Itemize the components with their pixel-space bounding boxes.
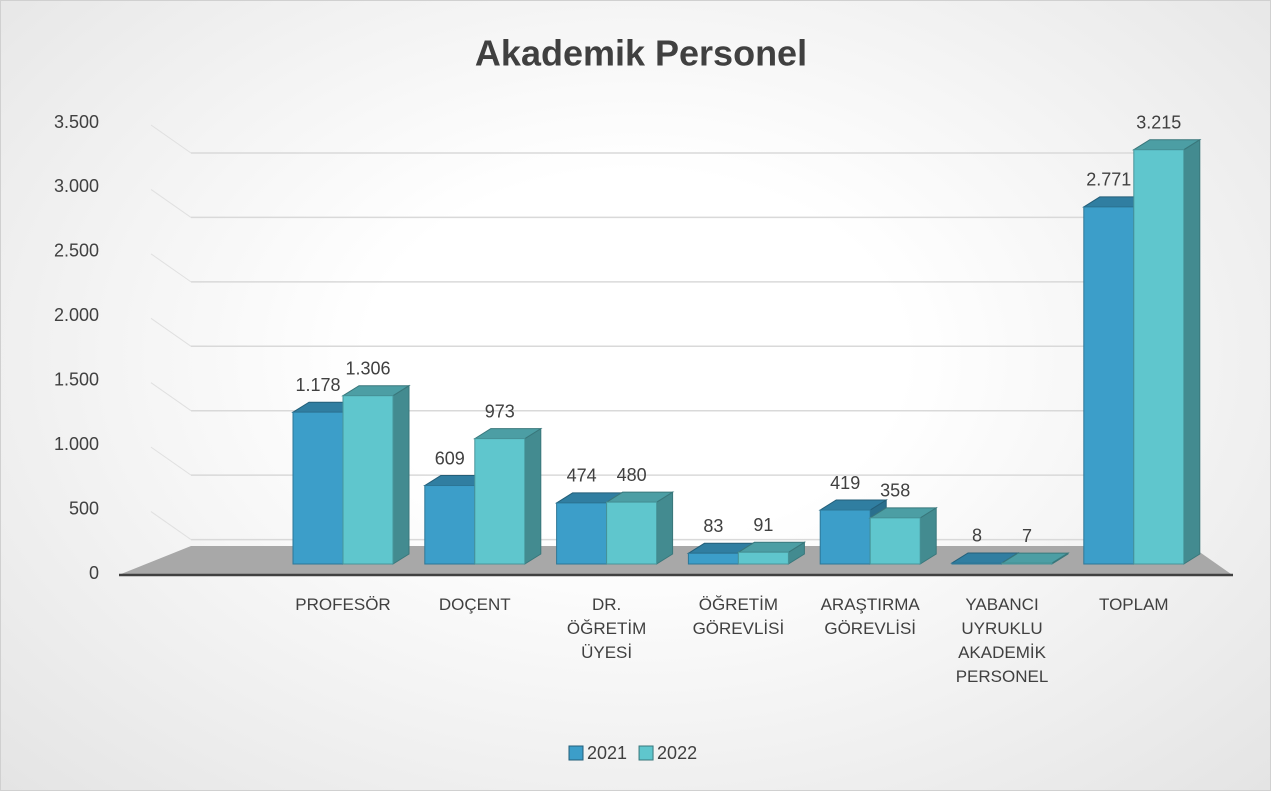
x-tick-label: YABANCI UYRUKLU AKADEMİK PERSONEL [955,595,1049,686]
bar [737,551,789,565]
bar [474,438,526,565]
grid-connector [150,253,192,283]
value-label: 7 [1022,526,1032,546]
value-label: 1.178 [295,375,340,395]
grid-connector [150,382,192,412]
x-tick-label: TOPLAM [1099,595,1169,614]
bar-side [524,427,542,565]
bar [556,502,608,565]
floor [121,546,1231,574]
y-tick-label: 0 [89,563,99,583]
y-tick-label: 500 [69,498,99,518]
legend-swatch [568,745,584,761]
grid-connector [150,446,192,476]
value-label: 609 [435,448,465,468]
y-tick-label: 3.000 [54,176,99,196]
x-tick-label: ARAŞTIRMA GÖREVLİSİ [820,595,920,638]
legend-label: 2021 [587,743,627,763]
bar [424,485,476,565]
y-tick-label: 3.500 [54,112,99,132]
bar [342,395,394,565]
bar [292,411,344,565]
grid-connector [150,317,192,347]
legend-swatch [638,745,654,761]
x-tick-label: ÖĞRETİM GÖREVLİSİ [692,595,785,638]
bar [1083,206,1135,565]
x-tick-label: DR. ÖĞRETİM ÜYESİ [566,595,647,662]
chart-title: Akademik Personel [475,33,807,74]
bar [687,552,739,565]
legend-label: 2022 [657,743,697,763]
y-tick-label: 2.000 [54,305,99,325]
value-label: 474 [567,466,597,486]
grid-connector [150,124,192,154]
value-label: 973 [485,401,515,421]
bar-side [392,384,410,565]
bar [819,509,871,565]
bar [606,501,658,565]
bar-side [656,491,674,565]
x-tick-label: DOÇENT [438,595,511,614]
value-label: 358 [880,481,910,501]
value-label: 91 [753,515,773,535]
value-label: 480 [617,465,647,485]
grid-connector [150,511,192,540]
bar [1133,149,1185,565]
x-tick-label: PROFESÖR [295,595,391,614]
y-tick-label: 1.500 [54,369,99,389]
y-tick-label: 1.000 [54,434,99,454]
value-label: 419 [830,473,860,493]
bar-side [1183,138,1201,565]
value-label: 3.215 [1136,112,1181,132]
bar [1001,562,1053,565]
value-label: 8 [972,526,982,546]
bar [869,517,921,565]
bar [951,562,1003,565]
value-label: 83 [703,516,723,536]
value-label: 2.771 [1086,170,1131,190]
value-label: 1.306 [345,358,390,378]
grid-connector [150,189,192,218]
y-tick-label: 2.500 [54,241,99,261]
